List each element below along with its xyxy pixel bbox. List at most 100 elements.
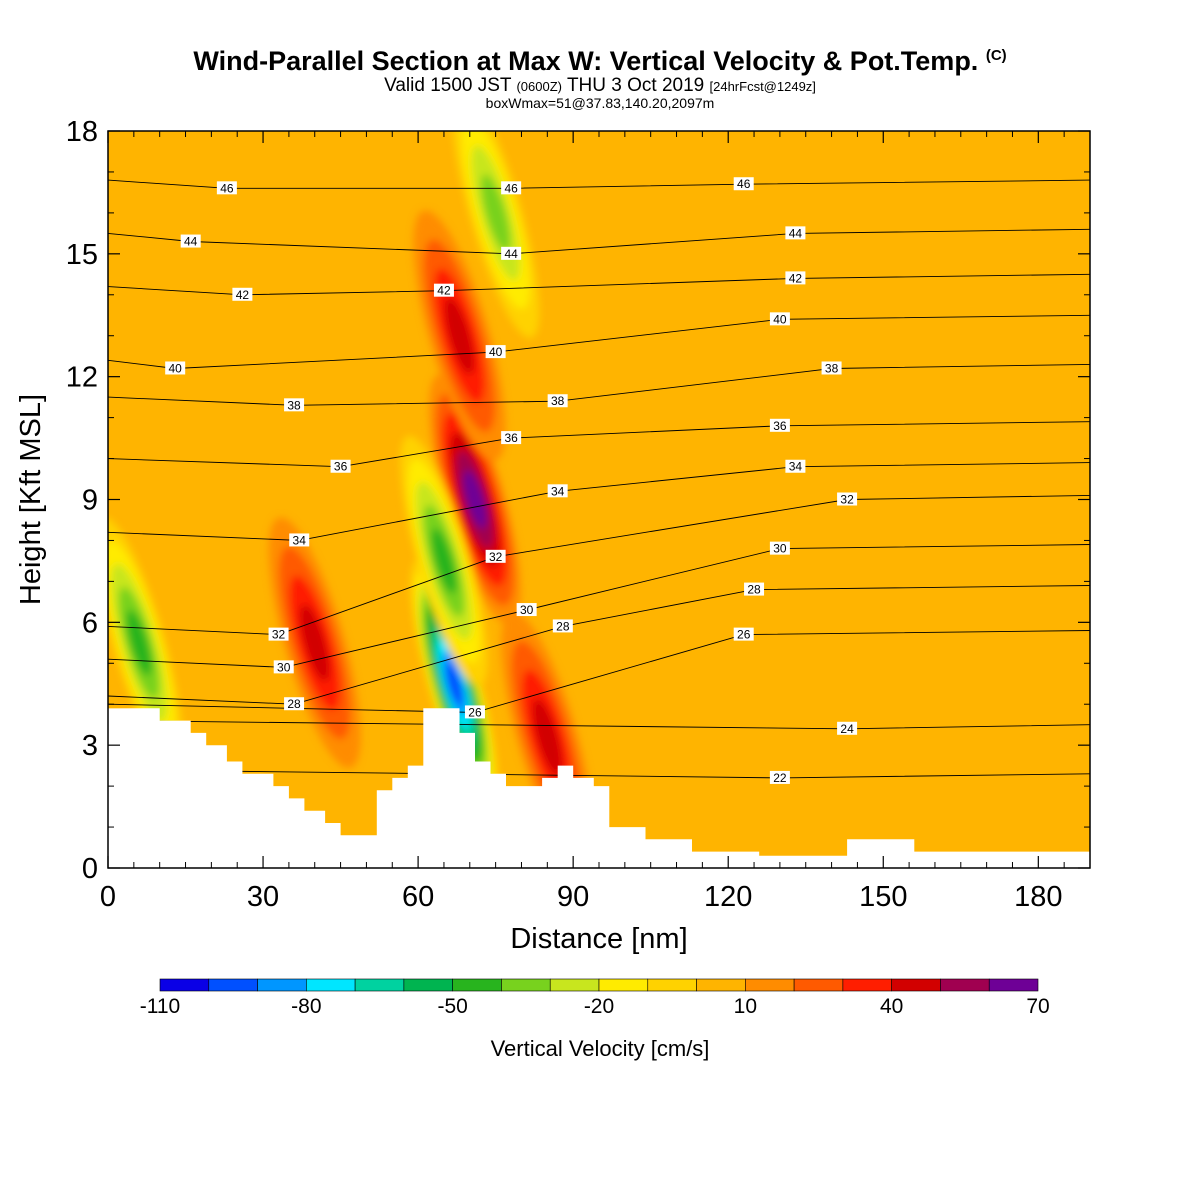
isentrope-label: 36 [769, 418, 790, 433]
isentrope-label-text: 26 [737, 628, 751, 642]
velocity-band [463, 470, 487, 529]
y-tick-label: 15 [66, 239, 98, 271]
velocity-band [481, 174, 510, 252]
valid-time: Valid 1500 JST [384, 75, 512, 96]
isentrope-label: 46 [733, 177, 754, 191]
isentrope-label: 34 [289, 533, 310, 547]
isentrope-label-bg [165, 361, 186, 375]
isentrope-label-text: 34 [789, 460, 803, 474]
isentrope-label-bg [547, 394, 568, 408]
x-tick-label: 120 [704, 881, 752, 913]
isentrope-label-text: 30 [277, 660, 291, 674]
isentrope-label-bg [289, 533, 310, 547]
isentrope-label: 32 [485, 549, 506, 564]
isentrope-label: 32 [837, 492, 858, 507]
isentrope-label: 26 [733, 627, 754, 642]
isentrope-label-text: 30 [520, 603, 534, 617]
colorbar-swatch [696, 978, 746, 992]
colorbar-swatch [598, 978, 649, 992]
colorbar-swatch [891, 978, 941, 992]
velocity-band [431, 528, 457, 594]
colorbar-swatch [988, 978, 1039, 992]
isentrope-label: 38 [284, 398, 305, 412]
isentrope-label-bg [501, 431, 522, 445]
isentrope-label-bg [232, 287, 253, 301]
isentrope-label: 46 [501, 181, 522, 195]
x-tick-label: 90 [557, 881, 589, 913]
valid-utc: (0600Z) [516, 79, 562, 94]
isentrope-label-text: 44 [184, 235, 198, 249]
isentrope-label-bg [785, 459, 806, 473]
isentrope-label-text: 46 [737, 177, 751, 191]
isentrope-label: 42 [232, 287, 253, 302]
colorbar-swatch [501, 978, 551, 992]
isentrope-label: 24 [837, 721, 858, 736]
velocity-band [444, 297, 475, 375]
isentrope-label-bg [216, 181, 237, 195]
isentrope-label-bg [552, 619, 573, 633]
y-tick-label: 6 [82, 607, 98, 639]
isentrope-label: 44 [501, 246, 522, 261]
isentrope-label-text: 38 [287, 398, 301, 412]
colorbar-tick-label: -110 [140, 995, 180, 1018]
y-tick-label: 3 [82, 730, 98, 762]
x-tick-label: 180 [1014, 881, 1062, 913]
velocity-band [445, 662, 463, 705]
isentrope-label-bg [769, 770, 790, 784]
isentrope-label-text: 46 [220, 181, 234, 195]
forecast-info: [24hrFcst@1249z] [709, 79, 816, 94]
isentrope-label: 28 [552, 619, 573, 633]
isentrope-label-text: 24 [840, 722, 854, 736]
colorbar-swatch [306, 978, 356, 992]
isentrope-label: 22 [769, 770, 790, 785]
colorbar-swatch [793, 978, 844, 992]
valid-date: THU 3 Oct 2019 [566, 75, 705, 96]
isentrope-label-bg [501, 246, 522, 260]
isentrope-label-text: 32 [489, 550, 503, 564]
colorbar-swatch [842, 978, 892, 992]
isentrope-label-text: 36 [773, 419, 787, 433]
isentrope-label: 30 [516, 603, 537, 617]
isentrope-label-text: 40 [773, 312, 787, 326]
x-tick-label: 0 [100, 881, 116, 913]
copyright-mark: (C) [985, 47, 1007, 64]
colorbar-swatch [403, 978, 453, 992]
isentrope-label-bg [769, 312, 790, 326]
isentrope-label: 40 [769, 312, 790, 326]
x-axis-label: Distance [nm] [510, 923, 687, 955]
x-tick-label: 60 [402, 881, 434, 913]
colorbar-tick-label: -50 [437, 995, 467, 1018]
velocity-background [108, 131, 1090, 868]
isentrope-label: 28 [284, 697, 305, 711]
isentrope-label-text: 44 [504, 247, 518, 261]
colorbar-tick-label: -20 [584, 995, 614, 1018]
colorbar-swatch [745, 978, 795, 992]
isentrope-label: 36 [501, 431, 522, 445]
isentrope-label-bg [733, 177, 754, 191]
isentrope-label-text: 36 [334, 460, 348, 474]
colorbar-tick-label: -80 [291, 995, 321, 1018]
chart-title: Wind-Parallel Section at Max W: Vertical… [193, 46, 979, 76]
isentrope-label-bg [769, 541, 790, 555]
isentrope-label-bg [821, 361, 842, 375]
x-tick-label: 30 [247, 881, 279, 913]
isentrope-label-bg [744, 582, 765, 596]
isentrope-label-text: 42 [236, 288, 250, 302]
isentrope-label: 34 [785, 459, 806, 474]
isentrope-label-bg [273, 660, 294, 674]
isentrope-label: 44 [180, 234, 201, 249]
isentrope-label-text: 34 [293, 533, 307, 547]
isentrope-label-bg [268, 627, 289, 641]
isentrope-label-text: 44 [789, 226, 803, 240]
isentrope-label-text: 38 [551, 394, 565, 408]
isentrope-label-bg [785, 226, 806, 240]
isentrope-label: 30 [273, 660, 294, 674]
velocity-field: 22 24 26 26 28 28 28 30 30 30 32 32 32 34 34 34 36 36 36 38… [108, 131, 1090, 868]
isentrope-label-bg [837, 721, 858, 735]
isentrope-label: 44 [785, 226, 806, 240]
y-axis-label: Height [Kft MSL] [15, 394, 47, 605]
colorbar-swatch [940, 978, 990, 992]
x-tick-label: 150 [859, 881, 907, 913]
isentrope-label: 32 [268, 627, 289, 642]
